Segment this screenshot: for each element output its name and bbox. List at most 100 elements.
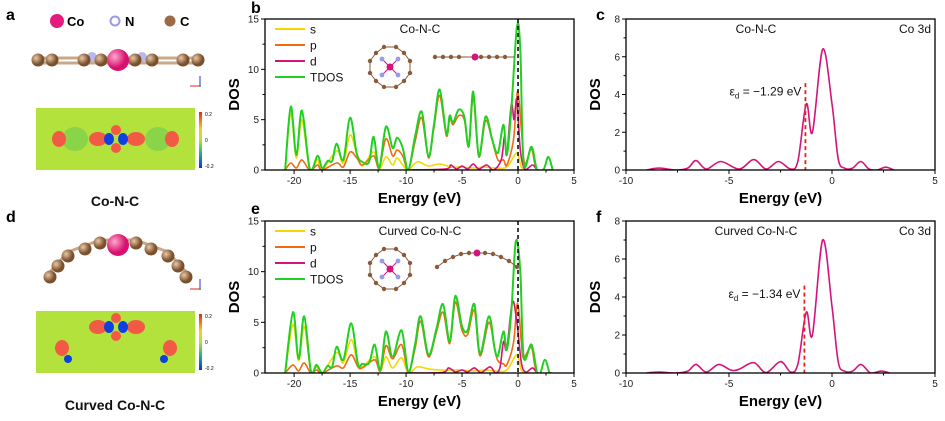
series-line-d bbox=[406, 300, 552, 373]
x-tick-label: -10 bbox=[399, 379, 414, 390]
c-atom bbox=[407, 272, 413, 278]
panel-letter-b: b bbox=[251, 0, 261, 17]
curved-colorbar: 0.2 0 -0.2 bbox=[199, 314, 214, 372]
c-atom bbox=[450, 254, 456, 260]
chart-b: -20 -15 -10 -5 0 5 0 5 10 15 Energy (eV) DOS Co-N-C s… bbox=[226, 15, 577, 208]
curved-co-n-c-structure bbox=[43, 234, 193, 284]
chart-title: Co-N-C bbox=[736, 22, 777, 36]
chart-title: Co-N-C bbox=[400, 22, 441, 36]
colorbar-zero: 0 bbox=[205, 138, 208, 144]
c-atom bbox=[401, 50, 407, 56]
c-atom bbox=[434, 264, 440, 270]
n-atom bbox=[395, 258, 401, 264]
legend-label-s: s bbox=[310, 225, 316, 239]
c-atom bbox=[381, 84, 387, 90]
y-tick-label: 15 bbox=[248, 217, 260, 228]
x-tick-label: 0 bbox=[515, 176, 521, 187]
c-atom bbox=[401, 280, 407, 286]
co-atom bbox=[107, 234, 129, 256]
series-line-co-3d bbox=[646, 48, 895, 170]
x-tick-label: 5 bbox=[571, 379, 577, 390]
c-atom bbox=[93, 236, 107, 250]
panel-letter-c: c bbox=[596, 7, 605, 24]
legend-c: C bbox=[180, 14, 190, 29]
dos-charts: -20 -15 -10 -5 0 5 0 5 10 15 Energy (eV) DOS Co-N-C s… bbox=[226, 15, 938, 411]
subscript: d bbox=[735, 91, 739, 100]
c-atom bbox=[407, 58, 413, 64]
c-atom bbox=[407, 260, 413, 266]
c-atom bbox=[393, 286, 399, 292]
legend-n: N bbox=[125, 14, 134, 29]
y-tick-label: 6 bbox=[614, 52, 620, 63]
x-tick-label: 5 bbox=[571, 176, 577, 187]
chart-c: εd = −1.29 eV -10 -5 0 5 0 2 4 6 8 Energy (eV) DOS C… bbox=[587, 15, 938, 208]
x-axis-label: Energy (eV) bbox=[739, 190, 822, 207]
orbital-label: Co 3d bbox=[899, 224, 931, 238]
x-tick-label: -15 bbox=[343, 176, 358, 187]
c-atom bbox=[145, 53, 159, 67]
x-tick-label: -20 bbox=[287, 379, 302, 390]
c-atom bbox=[442, 258, 448, 264]
c-atom bbox=[448, 54, 454, 60]
n-atom bbox=[379, 258, 385, 264]
colorbar-max: 0.2 bbox=[205, 314, 212, 320]
x-axis-label: Energy (eV) bbox=[378, 393, 461, 410]
legend-label-tdos: TDOS bbox=[310, 71, 343, 85]
c-atom bbox=[367, 70, 373, 76]
x-tick-label: 0 bbox=[829, 379, 835, 390]
d-band-center-label: εd = −1.29 eV bbox=[730, 84, 802, 100]
x-tick-label: -5 bbox=[458, 176, 467, 187]
legend: spd TDOS bbox=[275, 23, 343, 85]
series-line-tdos bbox=[284, 238, 551, 373]
colorbar-zero: 0 bbox=[205, 340, 208, 346]
c-atom bbox=[381, 44, 387, 50]
c-atom bbox=[393, 44, 399, 50]
c-atom bbox=[514, 264, 520, 270]
c-atom bbox=[144, 242, 158, 256]
series-line-co-3d bbox=[646, 239, 890, 373]
c-atom bbox=[466, 250, 472, 256]
series-line-tdos bbox=[284, 22, 554, 170]
x-tick-label: -5 bbox=[725, 379, 734, 390]
series-line-d bbox=[406, 98, 552, 170]
inset-structure bbox=[367, 246, 520, 292]
panel-letter-d: d bbox=[6, 209, 16, 226]
c-atom bbox=[51, 259, 65, 273]
c-atom bbox=[129, 236, 143, 250]
epsilon: ε bbox=[730, 84, 736, 98]
c-atom bbox=[171, 259, 185, 273]
y-tick-label: 5 bbox=[253, 115, 259, 126]
c-atom bbox=[381, 286, 387, 292]
c-atom bbox=[407, 70, 413, 76]
x-tick-label: 5 bbox=[932, 379, 938, 390]
epsilon: ε bbox=[729, 287, 735, 301]
x-axis-label: Energy (eV) bbox=[739, 393, 822, 410]
c-atom bbox=[367, 260, 373, 266]
y-axis-label: DOS bbox=[587, 281, 604, 314]
x-axis-label: Energy (eV) bbox=[378, 190, 461, 207]
y-tick-label: 4 bbox=[614, 90, 620, 101]
atom-legend: Co N C bbox=[50, 14, 190, 29]
colorbar-min: -0.2 bbox=[205, 164, 214, 170]
legend-label-p: p bbox=[310, 241, 317, 255]
y-axis-label: DOS bbox=[587, 78, 604, 111]
c-atom bbox=[367, 272, 373, 278]
c-atom bbox=[373, 50, 379, 56]
c-atom bbox=[94, 53, 108, 67]
c-atom bbox=[498, 254, 504, 260]
c-atom bbox=[381, 246, 387, 252]
y-tick-label: 0 bbox=[614, 166, 620, 177]
y-tick-label: 2 bbox=[614, 331, 620, 342]
c-atom bbox=[490, 251, 496, 257]
c-atom bbox=[176, 53, 190, 67]
chart-title: Curved Co-N-C bbox=[379, 224, 462, 238]
y-tick-label: 6 bbox=[614, 255, 620, 266]
y-tick-label: 10 bbox=[248, 267, 260, 278]
x-tick-label: 5 bbox=[932, 176, 938, 187]
d-band-center-label: εd = −1.34 eV bbox=[729, 287, 801, 303]
y-axis-label: DOS bbox=[226, 78, 243, 111]
flat-charge-density-map bbox=[36, 108, 195, 170]
colorbar-max: 0.2 bbox=[205, 112, 212, 118]
legend-label-s: s bbox=[310, 23, 316, 37]
